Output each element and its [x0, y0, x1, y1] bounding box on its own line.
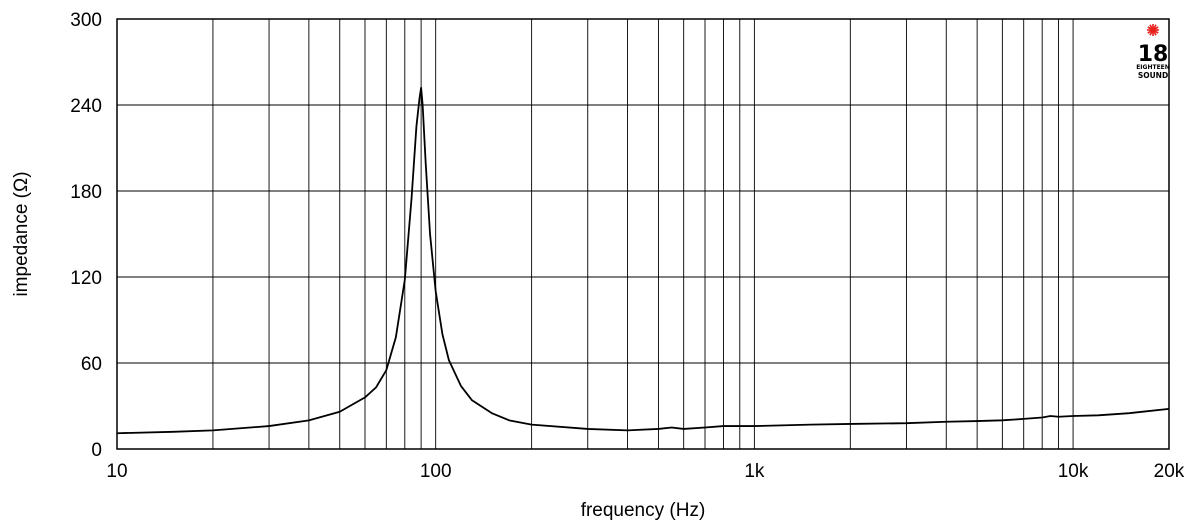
y-tick-label: 120	[70, 268, 102, 289]
y-tick-labels: 0 60 120 180 240 300	[70, 10, 102, 461]
x-tick-label: 10	[106, 461, 127, 482]
impedance-curve	[116, 86, 1170, 435]
y-axis-label: impedance (Ω)	[11, 171, 32, 296]
y-tick-label: 60	[81, 354, 102, 375]
x-axis-label: frequency (Hz)	[581, 500, 706, 521]
logo-number: 18	[1138, 42, 1169, 67]
y-tick-label: 300	[70, 10, 102, 31]
brand-logo: 18 EIGHTEEN SOUND	[1136, 24, 1170, 80]
x-tick-label: 20k	[1154, 461, 1185, 482]
star-icon	[1147, 24, 1159, 36]
x-tick-label: 100	[420, 461, 452, 482]
x-tick-label: 1k	[744, 461, 765, 482]
y-tick-label: 240	[70, 96, 102, 117]
y-tick-label: 180	[70, 182, 102, 203]
plot-frame	[116, 18, 1170, 450]
y-tick-label: 0	[91, 440, 102, 461]
curve-layer	[116, 86, 1170, 435]
logo-word: SOUND	[1138, 71, 1168, 80]
logo-small-text: EIGHTEEN	[1136, 64, 1170, 71]
x-tick-labels: 10 100 1k 10k 20k	[106, 461, 1184, 482]
x-tick-label: 10k	[1058, 461, 1089, 482]
grid-lines	[117, 19, 1169, 449]
